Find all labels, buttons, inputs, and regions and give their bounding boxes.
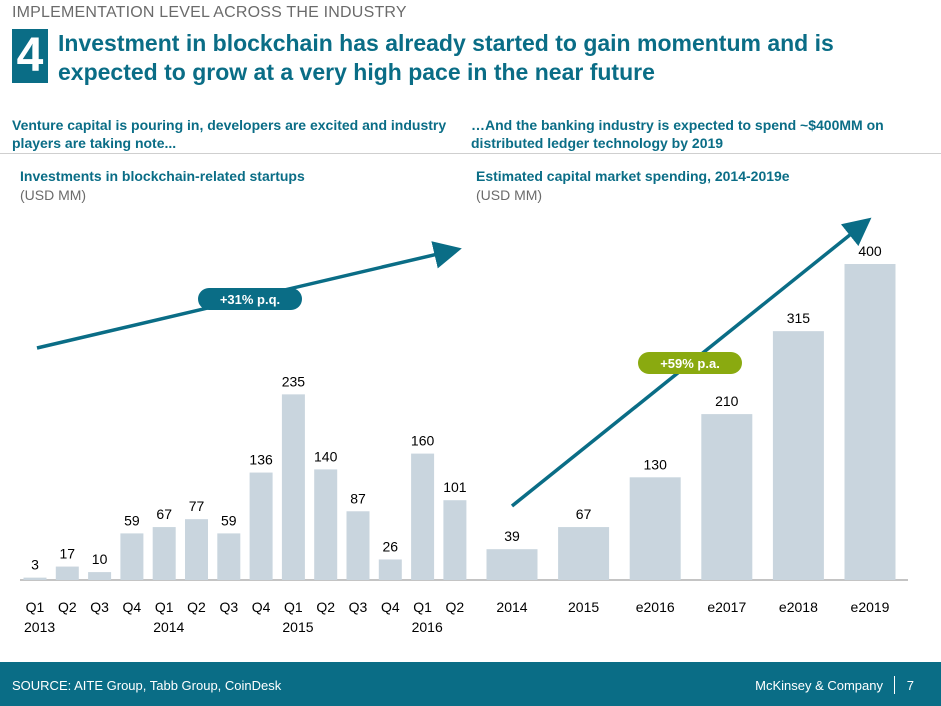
bar <box>314 469 338 580</box>
tick-label: Q4 <box>123 599 142 615</box>
tick-label: e2017 <box>707 599 746 615</box>
year-label: 2015 <box>282 619 313 635</box>
left-chart-title: Investments in blockchain-related startu… <box>20 168 305 184</box>
bar <box>443 500 467 580</box>
right-subtitle: …And the banking industry is expected to… <box>471 117 884 151</box>
right-chart-title: Estimated capital market spending, 2014-… <box>476 168 790 184</box>
subtitle-divider <box>0 153 941 154</box>
growth-badge-label: +31% p.q. <box>220 292 280 307</box>
tick-label: Q2 <box>58 599 77 615</box>
year-label: 2013 <box>24 619 55 635</box>
tick-label: Q3 <box>219 599 238 615</box>
chart-canvas: 3 Q1 17 Q2 10 Q3 59 Q4 67 Q1 77 Q2 59 Q3 136 Q4 235 Q1 140… <box>20 217 908 635</box>
tick-label: Q1 <box>413 599 432 615</box>
bar <box>217 533 241 580</box>
bar <box>23 577 47 580</box>
tick-label: e2016 <box>636 599 675 615</box>
tick-label: Q3 <box>349 599 368 615</box>
bar <box>185 519 208 580</box>
right-chart-unit: (USD MM) <box>476 187 543 203</box>
tick-label: Q4 <box>381 599 400 615</box>
tick-label: e2018 <box>779 599 818 615</box>
bar <box>411 453 435 580</box>
tick-label: Q2 <box>446 599 465 615</box>
year-label: 2016 <box>412 619 443 635</box>
data-label: 130 <box>644 456 668 472</box>
tick-label: Q4 <box>252 599 271 615</box>
tick-label: 2015 <box>568 599 599 615</box>
year-label: 2014 <box>153 619 184 635</box>
data-label: 87 <box>350 490 366 506</box>
bar <box>346 511 370 580</box>
tick-label: Q2 <box>316 599 335 615</box>
bar <box>281 394 305 580</box>
top-label: IMPLEMENTATION LEVEL ACROSS THE INDUSTRY <box>12 4 407 21</box>
data-label: 59 <box>221 512 237 528</box>
bar <box>120 533 144 580</box>
data-label: 160 <box>411 433 435 449</box>
tick-label: Q3 <box>90 599 109 615</box>
left-subtitle: Venture capital is pouring in, developer… <box>12 117 447 151</box>
tick-label: 2014 <box>496 599 527 615</box>
tick-label: Q1 <box>26 599 45 615</box>
tick-label: Q1 <box>284 599 303 615</box>
data-label: 39 <box>504 528 520 544</box>
bar <box>558 527 610 580</box>
bar <box>844 264 896 580</box>
left-chart-unit: (USD MM) <box>20 187 87 203</box>
section-number: 4 <box>12 29 48 83</box>
bar <box>55 566 79 580</box>
bar <box>152 527 176 580</box>
page-number: 7 <box>906 678 914 693</box>
tick-label: Q2 <box>187 599 206 615</box>
bar <box>378 559 402 580</box>
data-label: 235 <box>282 373 306 389</box>
growth-badge-label: +59% p.a. <box>660 356 720 371</box>
tick-label: Q1 <box>155 599 174 615</box>
footer-brand: McKinsey & Company <box>755 678 883 693</box>
tick-label: e2019 <box>851 599 890 615</box>
data-label: 10 <box>92 551 108 567</box>
bar <box>249 472 273 580</box>
data-label: 136 <box>249 452 273 468</box>
footer-source: SOURCE: AITE Group, Tabb Group, CoinDesk <box>12 678 282 693</box>
data-label: 3 <box>31 557 39 573</box>
data-label: 315 <box>787 310 811 326</box>
headline: Investment in blockchain has already sta… <box>58 30 834 85</box>
data-label: 17 <box>60 546 76 562</box>
data-label: 26 <box>383 538 399 554</box>
bar <box>486 549 538 580</box>
chart-layer: 3 Q1 17 Q2 10 Q3 59 Q4 67 Q1 77 Q2 59 Q3 136 Q4 235 Q1 140… <box>20 217 908 635</box>
footer-separator <box>894 676 895 694</box>
bar <box>701 414 753 580</box>
bar <box>88 572 112 580</box>
data-label: 140 <box>314 448 338 464</box>
data-label: 400 <box>858 243 882 259</box>
data-label: 77 <box>189 498 205 514</box>
data-label: 67 <box>576 506 592 522</box>
data-label: 210 <box>715 393 739 409</box>
growth-badge <box>198 288 302 310</box>
footer: SOURCE: AITE Group, Tabb Group, CoinDesk… <box>0 662 941 706</box>
bar <box>772 331 824 580</box>
data-label: 59 <box>124 512 140 528</box>
data-label: 101 <box>443 479 467 495</box>
data-label: 67 <box>156 506 172 522</box>
bar <box>629 477 681 580</box>
growth-badge <box>638 352 742 374</box>
